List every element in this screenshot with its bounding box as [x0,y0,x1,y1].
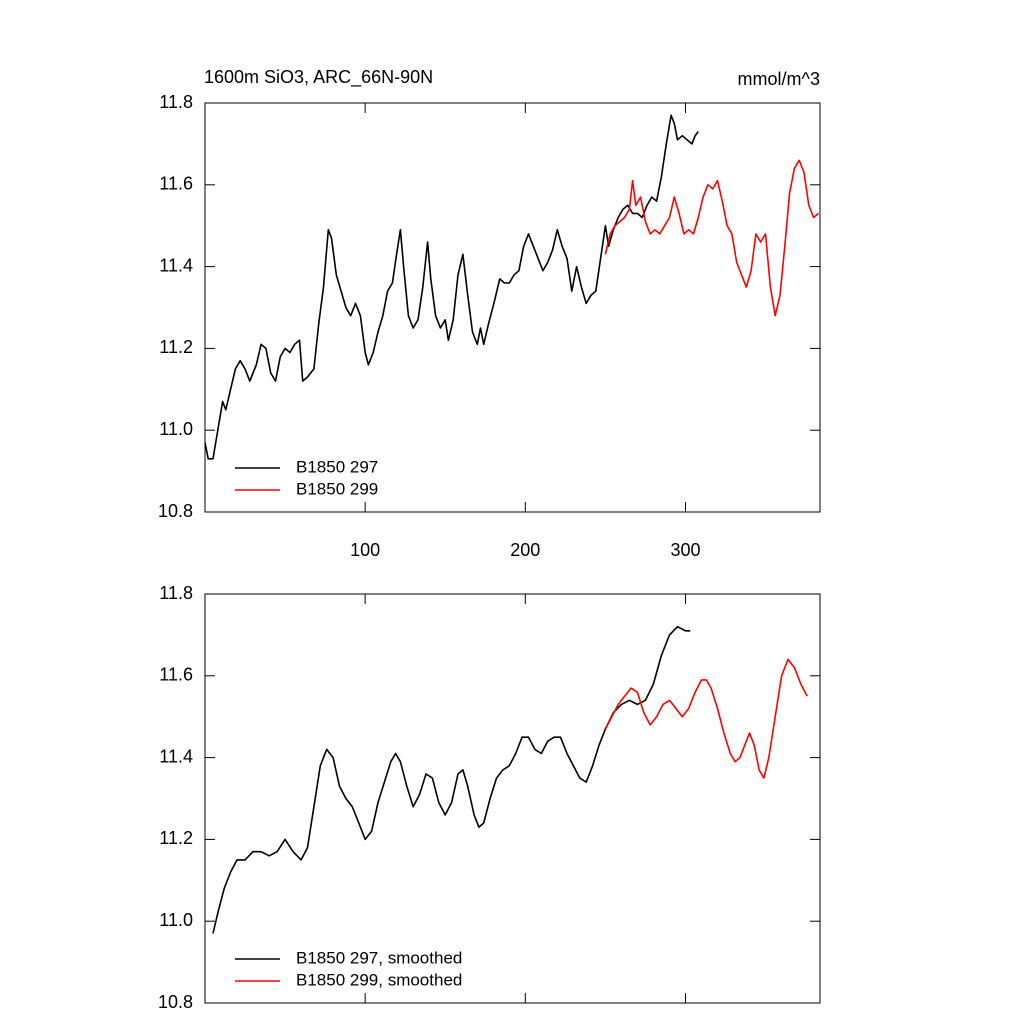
x-tick-label: 200 [510,540,540,560]
plot-frame [204,593,821,1004]
y-tick-label: 11.2 [159,828,193,848]
x-tick-label: 300 [670,540,700,560]
y-tick-label: 11.4 [159,255,193,275]
series-line [204,114,699,460]
y-tick-label: 11.6 [159,665,193,685]
plot-frame [204,102,821,513]
y-tick-label: 11.0 [159,419,193,439]
legend-label: B1850 297 [296,457,378,476]
y-tick-label: 11.0 [159,910,193,930]
series-line [604,159,819,317]
legend-label: B1850 297, smoothed [296,948,462,967]
series-line [212,625,691,934]
units-label: mmol/m^3 [738,69,820,89]
y-tick-label: 11.2 [159,337,193,357]
chart-title: 1600m SiO3, ARC_66N-90N [204,67,433,88]
y-tick-label: 11.4 [159,746,193,766]
legend-label: B1850 299, smoothed [296,970,462,989]
y-tick-label: 11.8 [159,583,193,603]
series-line [604,658,808,779]
y-tick-label: 11.8 [159,92,193,112]
y-tick-label: 10.8 [158,992,193,1012]
y-tick-label: 11.6 [159,174,193,194]
x-tick-label: 100 [350,540,380,560]
legend-label: B1850 299 [296,479,378,498]
y-tick-label: 10.8 [158,501,193,521]
